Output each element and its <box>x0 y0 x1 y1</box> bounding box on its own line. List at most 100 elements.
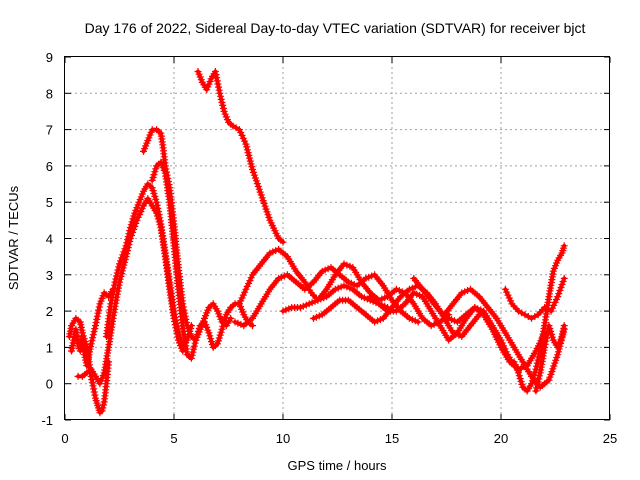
data-point <box>542 337 550 345</box>
data-point <box>188 351 196 359</box>
data-point <box>532 365 540 373</box>
data-point <box>119 251 127 259</box>
data-point <box>92 319 100 326</box>
data-point <box>299 302 307 310</box>
data-point <box>533 359 541 367</box>
x-tick-label: 20 <box>494 431 508 446</box>
series-track-5 <box>140 126 235 344</box>
data-point <box>533 362 541 370</box>
data-point <box>126 227 134 235</box>
data-point <box>99 404 107 412</box>
data-point <box>118 254 126 262</box>
data-point <box>90 385 98 393</box>
data-point <box>556 287 564 294</box>
data-point <box>365 273 373 281</box>
series-track-16 <box>510 242 568 395</box>
y-tick-label: 9 <box>46 50 53 65</box>
data-point <box>88 337 96 345</box>
y-tick-label: 7 <box>46 123 53 138</box>
data-point <box>554 293 562 301</box>
data-point <box>113 272 121 280</box>
data-point <box>174 326 182 334</box>
data-point <box>114 266 122 274</box>
series-line <box>503 276 567 321</box>
series-track-15 <box>501 274 568 322</box>
y-axis-ticks: -1 0 1 2 3 4 5 6 7 8 9 <box>41 50 610 428</box>
data-point <box>343 283 351 291</box>
data-point <box>541 343 549 351</box>
data-point <box>87 340 95 348</box>
data-point <box>115 263 123 271</box>
data-point <box>117 257 125 265</box>
data-point <box>279 238 287 246</box>
data-point <box>100 401 107 409</box>
data-point <box>217 92 224 100</box>
series-track-6 <box>148 158 256 362</box>
data-point <box>321 266 329 274</box>
series-track-9 <box>231 264 422 330</box>
data-point <box>212 71 220 79</box>
data-point <box>217 95 225 103</box>
data-point <box>560 242 568 250</box>
data-point <box>560 322 568 330</box>
data-series-layer <box>65 68 568 417</box>
y-tick-label: 3 <box>46 268 53 283</box>
x-tick-label: 0 <box>61 431 68 446</box>
data-point <box>555 290 563 298</box>
plot-frame <box>64 56 610 420</box>
data-point <box>414 318 422 326</box>
data-point <box>187 354 195 362</box>
data-point <box>111 278 119 286</box>
data-point <box>543 331 551 339</box>
x-tick-label: 15 <box>385 431 399 446</box>
data-point <box>89 334 97 342</box>
data-point <box>171 313 179 321</box>
data-point <box>430 320 438 328</box>
data-point <box>89 382 97 390</box>
x-tick-label: 10 <box>276 431 290 446</box>
data-point <box>216 89 224 97</box>
data-point <box>154 208 162 215</box>
data-point <box>343 261 351 269</box>
x-tick-label: 25 <box>603 431 617 446</box>
data-point <box>189 348 197 356</box>
data-point <box>219 101 227 109</box>
y-tick-label: 4 <box>46 232 53 247</box>
series-line <box>196 69 285 245</box>
data-point <box>533 384 541 392</box>
data-point <box>98 407 106 415</box>
data-point <box>408 284 416 292</box>
data-point <box>123 239 131 247</box>
data-point <box>190 345 198 353</box>
data-point <box>558 281 566 288</box>
data-point <box>190 342 198 350</box>
y-tick-label: -1 <box>41 413 53 428</box>
y-tick-label: 1 <box>46 340 53 355</box>
y-tick-label: 2 <box>46 304 53 319</box>
data-point <box>218 98 226 106</box>
data-point <box>125 230 133 238</box>
data-point <box>89 331 97 339</box>
data-point <box>535 375 543 383</box>
data-point <box>109 291 117 298</box>
data-point <box>218 325 226 333</box>
series-track-7 <box>194 68 287 246</box>
data-point <box>219 104 227 112</box>
data-point <box>557 284 565 291</box>
data-point <box>227 314 235 322</box>
y-axis-label: SDTVAR / TECUs <box>6 185 21 290</box>
series-track-2 <box>68 285 117 370</box>
chart-title: Day 176 of 2022, Sidereal Day-to-day VTE… <box>85 20 586 36</box>
data-point <box>249 322 256 330</box>
data-point <box>124 233 132 241</box>
series-track-12 <box>366 289 525 373</box>
data-point <box>120 248 128 256</box>
data-point <box>121 245 129 253</box>
series-track-10 <box>279 260 453 330</box>
y-tick-label: 0 <box>46 377 53 392</box>
data-point <box>116 260 123 268</box>
data-point <box>215 83 222 91</box>
y-tick-label: 8 <box>46 86 53 101</box>
data-point <box>124 236 131 244</box>
data-point <box>278 273 285 281</box>
